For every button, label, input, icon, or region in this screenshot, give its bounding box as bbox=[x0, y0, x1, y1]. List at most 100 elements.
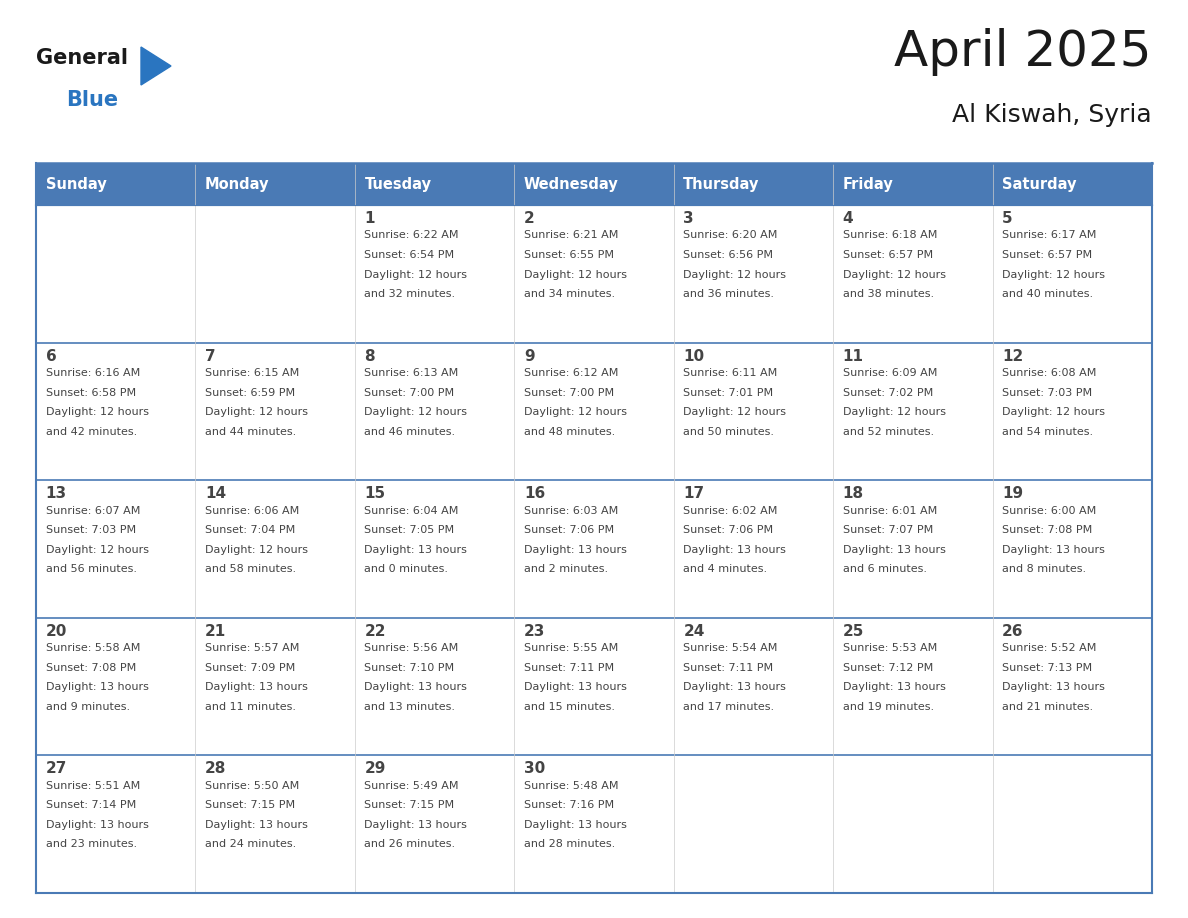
Text: and 32 minutes.: and 32 minutes. bbox=[365, 289, 455, 299]
Text: and 58 minutes.: and 58 minutes. bbox=[206, 565, 296, 574]
Text: and 34 minutes.: and 34 minutes. bbox=[524, 289, 615, 299]
Text: Daylight: 13 hours: Daylight: 13 hours bbox=[1003, 544, 1105, 554]
Text: Sunset: 7:11 PM: Sunset: 7:11 PM bbox=[524, 663, 614, 673]
Text: and 13 minutes.: and 13 minutes. bbox=[365, 701, 455, 711]
Bar bbox=[355, 342, 514, 480]
Bar bbox=[196, 618, 355, 756]
Text: Sunset: 6:56 PM: Sunset: 6:56 PM bbox=[683, 250, 773, 260]
Text: 14: 14 bbox=[206, 487, 226, 501]
Text: Sunset: 7:08 PM: Sunset: 7:08 PM bbox=[1003, 525, 1093, 535]
Text: Sunrise: 5:54 AM: Sunrise: 5:54 AM bbox=[683, 644, 778, 654]
Text: Sunrise: 5:58 AM: Sunrise: 5:58 AM bbox=[45, 644, 140, 654]
Text: and 17 minutes.: and 17 minutes. bbox=[683, 701, 775, 711]
Bar bbox=[36, 480, 196, 618]
Text: Daylight: 13 hours: Daylight: 13 hours bbox=[206, 682, 308, 692]
Text: Sunrise: 6:17 AM: Sunrise: 6:17 AM bbox=[1003, 230, 1097, 241]
Bar bbox=[514, 342, 674, 480]
Text: Daylight: 13 hours: Daylight: 13 hours bbox=[524, 544, 627, 554]
Bar bbox=[514, 756, 674, 893]
Text: Daylight: 12 hours: Daylight: 12 hours bbox=[524, 270, 627, 279]
Bar bbox=[355, 163, 514, 205]
Text: Daylight: 13 hours: Daylight: 13 hours bbox=[842, 682, 946, 692]
Text: Sunset: 7:14 PM: Sunset: 7:14 PM bbox=[45, 800, 135, 811]
Bar bbox=[674, 163, 833, 205]
Text: and 6 minutes.: and 6 minutes. bbox=[842, 565, 927, 574]
Text: Thursday: Thursday bbox=[683, 176, 759, 192]
Text: Daylight: 13 hours: Daylight: 13 hours bbox=[524, 820, 627, 830]
Text: Sunrise: 6:15 AM: Sunrise: 6:15 AM bbox=[206, 368, 299, 378]
Text: Daylight: 12 hours: Daylight: 12 hours bbox=[683, 270, 786, 279]
Text: Sunset: 7:01 PM: Sunset: 7:01 PM bbox=[683, 387, 773, 397]
Text: 2: 2 bbox=[524, 211, 535, 226]
Text: and 19 minutes.: and 19 minutes. bbox=[842, 701, 934, 711]
Text: and 38 minutes.: and 38 minutes. bbox=[842, 289, 934, 299]
Text: Sunrise: 5:56 AM: Sunrise: 5:56 AM bbox=[365, 644, 459, 654]
Text: 22: 22 bbox=[365, 624, 386, 639]
Text: and 2 minutes.: and 2 minutes. bbox=[524, 565, 608, 574]
Polygon shape bbox=[141, 47, 171, 85]
Text: Daylight: 12 hours: Daylight: 12 hours bbox=[365, 270, 467, 279]
Text: Daylight: 12 hours: Daylight: 12 hours bbox=[365, 407, 467, 417]
Text: Sunset: 7:04 PM: Sunset: 7:04 PM bbox=[206, 525, 296, 535]
Text: Sunrise: 5:57 AM: Sunrise: 5:57 AM bbox=[206, 644, 299, 654]
Text: Daylight: 12 hours: Daylight: 12 hours bbox=[45, 544, 148, 554]
Bar bbox=[992, 480, 1152, 618]
Bar bbox=[514, 205, 674, 342]
Text: 21: 21 bbox=[206, 624, 226, 639]
Text: April 2025: April 2025 bbox=[895, 28, 1152, 76]
Text: Daylight: 13 hours: Daylight: 13 hours bbox=[45, 682, 148, 692]
Text: Sunrise: 6:01 AM: Sunrise: 6:01 AM bbox=[842, 506, 937, 516]
Bar bbox=[992, 205, 1152, 342]
Text: Daylight: 12 hours: Daylight: 12 hours bbox=[842, 270, 946, 279]
Text: and 9 minutes.: and 9 minutes. bbox=[45, 701, 129, 711]
Text: Daylight: 13 hours: Daylight: 13 hours bbox=[683, 544, 786, 554]
Text: Sunset: 7:16 PM: Sunset: 7:16 PM bbox=[524, 800, 614, 811]
Bar bbox=[674, 618, 833, 756]
Text: and 56 minutes.: and 56 minutes. bbox=[45, 565, 137, 574]
Bar bbox=[992, 756, 1152, 893]
Text: and 36 minutes.: and 36 minutes. bbox=[683, 289, 775, 299]
Bar bbox=[674, 756, 833, 893]
Text: and 44 minutes.: and 44 minutes. bbox=[206, 427, 296, 437]
Bar bbox=[36, 618, 196, 756]
Bar bbox=[514, 618, 674, 756]
Text: Sunrise: 6:18 AM: Sunrise: 6:18 AM bbox=[842, 230, 937, 241]
Text: Sunday: Sunday bbox=[45, 176, 106, 192]
Bar bbox=[355, 618, 514, 756]
Text: Wednesday: Wednesday bbox=[524, 176, 619, 192]
Text: Sunset: 7:15 PM: Sunset: 7:15 PM bbox=[365, 800, 455, 811]
Text: Sunrise: 5:50 AM: Sunrise: 5:50 AM bbox=[206, 781, 299, 791]
Bar bbox=[196, 480, 355, 618]
Text: and 4 minutes.: and 4 minutes. bbox=[683, 565, 767, 574]
Text: 5: 5 bbox=[1003, 211, 1012, 226]
Text: and 54 minutes.: and 54 minutes. bbox=[1003, 427, 1093, 437]
Text: Daylight: 13 hours: Daylight: 13 hours bbox=[365, 682, 467, 692]
Text: 24: 24 bbox=[683, 624, 704, 639]
Text: 29: 29 bbox=[365, 761, 386, 777]
Text: Sunrise: 6:08 AM: Sunrise: 6:08 AM bbox=[1003, 368, 1097, 378]
Text: Sunset: 6:58 PM: Sunset: 6:58 PM bbox=[45, 387, 135, 397]
Text: Sunrise: 6:12 AM: Sunrise: 6:12 AM bbox=[524, 368, 618, 378]
Bar bbox=[196, 163, 355, 205]
Bar bbox=[833, 205, 992, 342]
Text: Sunrise: 6:02 AM: Sunrise: 6:02 AM bbox=[683, 506, 778, 516]
Bar bbox=[36, 342, 196, 480]
Text: 11: 11 bbox=[842, 349, 864, 364]
Text: Daylight: 13 hours: Daylight: 13 hours bbox=[206, 820, 308, 830]
Bar bbox=[196, 342, 355, 480]
Text: 4: 4 bbox=[842, 211, 853, 226]
Text: General: General bbox=[36, 48, 128, 68]
Bar bbox=[36, 205, 196, 342]
Text: Sunset: 6:57 PM: Sunset: 6:57 PM bbox=[842, 250, 933, 260]
Text: Daylight: 13 hours: Daylight: 13 hours bbox=[524, 682, 627, 692]
Text: Sunset: 7:08 PM: Sunset: 7:08 PM bbox=[45, 663, 135, 673]
Text: 16: 16 bbox=[524, 487, 545, 501]
Text: and 26 minutes.: and 26 minutes. bbox=[365, 839, 455, 849]
Text: Sunrise: 6:00 AM: Sunrise: 6:00 AM bbox=[1003, 506, 1097, 516]
Text: 19: 19 bbox=[1003, 487, 1023, 501]
Text: Daylight: 12 hours: Daylight: 12 hours bbox=[524, 407, 627, 417]
Text: Sunset: 6:59 PM: Sunset: 6:59 PM bbox=[206, 387, 295, 397]
Text: Sunset: 7:13 PM: Sunset: 7:13 PM bbox=[1003, 663, 1092, 673]
Text: Daylight: 13 hours: Daylight: 13 hours bbox=[365, 544, 467, 554]
Text: Sunset: 7:06 PM: Sunset: 7:06 PM bbox=[524, 525, 614, 535]
